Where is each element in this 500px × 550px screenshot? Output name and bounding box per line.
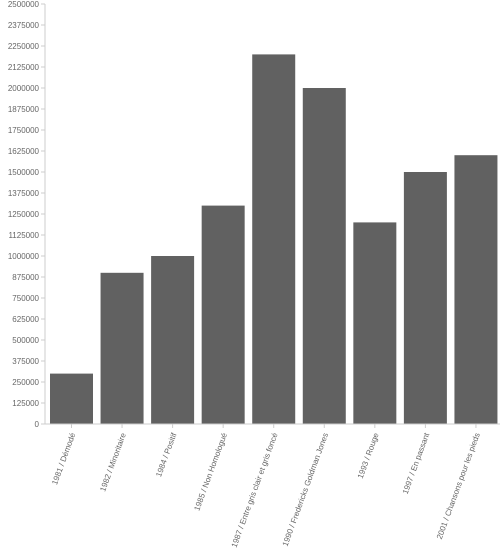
bar[interactable] [403,172,447,424]
y-tick-label: 125000 [12,399,39,408]
x-tick-label: 1987 / Entre gris clair et gris foncé [230,431,280,549]
x-tick-label: 1993 / Rouge [356,431,381,480]
y-tick-label: 2375000 [8,21,40,30]
y-tick-label: 2500000 [8,0,40,9]
bar[interactable] [201,205,245,424]
y-tick-label: 1500000 [8,168,40,177]
x-tick-label: 1981 / Démodé [50,431,77,486]
y-tick-label: 1000000 [8,252,40,261]
y-tick-label: 1250000 [8,210,40,219]
bar[interactable] [252,54,296,425]
x-tick-label: 1984 / Positif [154,431,179,478]
bar[interactable] [353,222,397,424]
bar[interactable] [302,88,346,424]
x-tick-label: 1997 / En passant [401,431,432,495]
y-tick-label: 1875000 [8,105,40,114]
y-axis-ticks: 0 125000 250000 375000 500000 625000 750000 875… [8,0,45,429]
y-tick-label: 2250000 [8,42,40,51]
y-tick-label: 1375000 [8,189,40,198]
bar[interactable] [100,272,144,424]
y-tick-label: 500000 [12,336,39,345]
x-axis-labels: 1981 / Démodé 1982 / Minoritaire 1984 / Po… [50,424,482,549]
y-tick-label: 2000000 [8,84,40,93]
bar[interactable] [454,155,498,424]
bar[interactable] [151,256,195,424]
y-tick-label: 1750000 [8,126,40,135]
x-tick-label: 1985 / Non Homologué [192,431,229,512]
x-tick-label: 1982 / Minoritaire [98,431,128,493]
bar[interactable] [50,373,93,424]
x-tick-label: 2001 / Chansons pour les pieds [435,432,482,541]
y-tick-label: 750000 [12,294,39,303]
y-tick-label: 625000 [12,315,39,324]
x-tick-label: 1990 / Fredericks Goldman Jones [281,432,331,548]
y-tick-label: 250000 [12,378,39,387]
y-tick-label: 1125000 [8,231,39,240]
y-tick-label: 375000 [12,357,39,366]
y-tick-label: 1625000 [8,147,40,156]
bars [50,54,498,425]
y-tick-label: 875000 [12,273,39,282]
y-tick-label: 0 [35,420,40,429]
y-tick-label: 2125000 [8,63,40,72]
